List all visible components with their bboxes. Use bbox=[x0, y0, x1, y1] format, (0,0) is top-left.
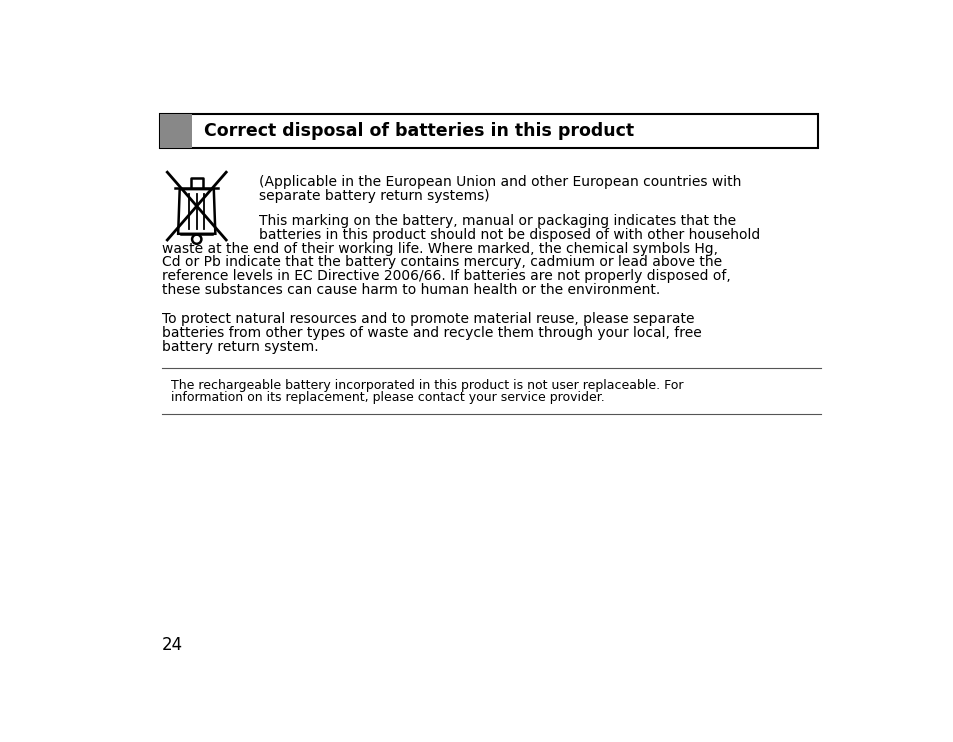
Text: Cd or Pb indicate that the battery contains mercury, cadmium or lead above the: Cd or Pb indicate that the battery conta… bbox=[162, 255, 721, 269]
Text: batteries from other types of waste and recycle them through your local, free: batteries from other types of waste and … bbox=[162, 326, 700, 340]
Text: waste at the end of their working life. Where marked, the chemical symbols Hg,: waste at the end of their working life. … bbox=[162, 241, 717, 255]
Text: (Applicable in the European Union and other European countries with: (Applicable in the European Union and ot… bbox=[258, 175, 740, 189]
Text: batteries in this product should not be disposed of with other household: batteries in this product should not be … bbox=[258, 228, 760, 242]
Text: 24: 24 bbox=[162, 636, 183, 654]
Text: The rechargeable battery incorporated in this product is not user replaceable. F: The rechargeable battery incorporated in… bbox=[171, 378, 683, 392]
Text: Correct disposal of batteries in this product: Correct disposal of batteries in this pr… bbox=[204, 122, 633, 139]
Text: these substances can cause harm to human health or the environment.: these substances can cause harm to human… bbox=[162, 283, 659, 297]
Text: This marking on the battery, manual or packaging indicates that the: This marking on the battery, manual or p… bbox=[258, 214, 735, 228]
Text: battery return system.: battery return system. bbox=[162, 340, 318, 354]
Text: To protect natural resources and to promote material reuse, please separate: To protect natural resources and to prom… bbox=[162, 312, 694, 326]
Text: reference levels in EC Directive 2006/66. If batteries are not properly disposed: reference levels in EC Directive 2006/66… bbox=[162, 269, 730, 283]
Bar bbox=[159, 114, 818, 148]
Bar bbox=[159, 114, 192, 148]
Text: separate battery return systems): separate battery return systems) bbox=[258, 189, 489, 203]
Text: information on its replacement, please contact your service provider.: information on its replacement, please c… bbox=[171, 391, 604, 404]
